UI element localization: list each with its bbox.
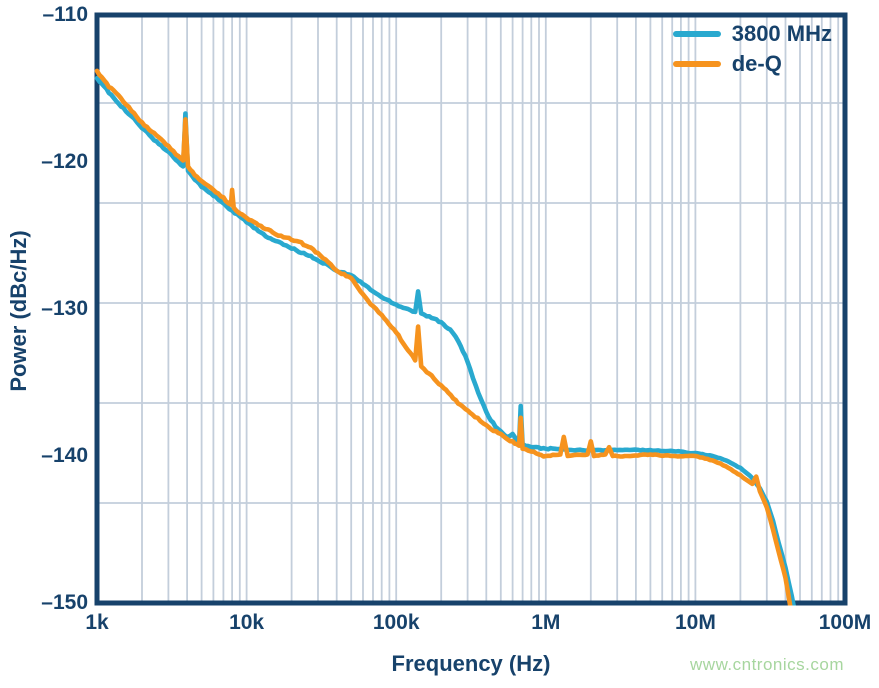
y-axis-title: Power (dBc/Hz) bbox=[6, 230, 31, 392]
legend-label-deq: de-Q bbox=[731, 51, 782, 76]
x-tick-1k: 1k bbox=[85, 611, 109, 634]
watermark-text: www.cntronics.com bbox=[690, 655, 844, 674]
series-line-deq bbox=[94, 68, 793, 606]
x-tick-100k: 100k bbox=[372, 611, 420, 634]
legend-label-3800mhz: 3800 MHz bbox=[731, 21, 832, 46]
x-tick-10M: 10M bbox=[674, 611, 716, 634]
x-tick-10k: 10k bbox=[229, 611, 265, 634]
y-tick--110: –110 bbox=[42, 3, 88, 26]
series-line-3800mhz bbox=[94, 75, 796, 606]
y-tick--140: –140 bbox=[41, 444, 88, 467]
legend: 3800 MHz de-Q bbox=[672, 21, 832, 76]
x-tick-100M: 100M bbox=[818, 611, 872, 634]
legend-item-deq: de-Q bbox=[672, 51, 832, 76]
x-axis-title: Frequency (Hz) bbox=[391, 651, 551, 676]
legend-swatch-blue-line bbox=[672, 30, 721, 37]
y-tick--150: –150 bbox=[41, 591, 88, 614]
legend-item-3800mhz: 3800 MHz bbox=[672, 21, 832, 46]
y-tick--130: –130 bbox=[41, 297, 88, 320]
legend-swatch-orange-line bbox=[672, 60, 721, 67]
y-tick--120: –120 bbox=[41, 150, 88, 173]
x-tick-1M: 1M bbox=[531, 611, 561, 634]
